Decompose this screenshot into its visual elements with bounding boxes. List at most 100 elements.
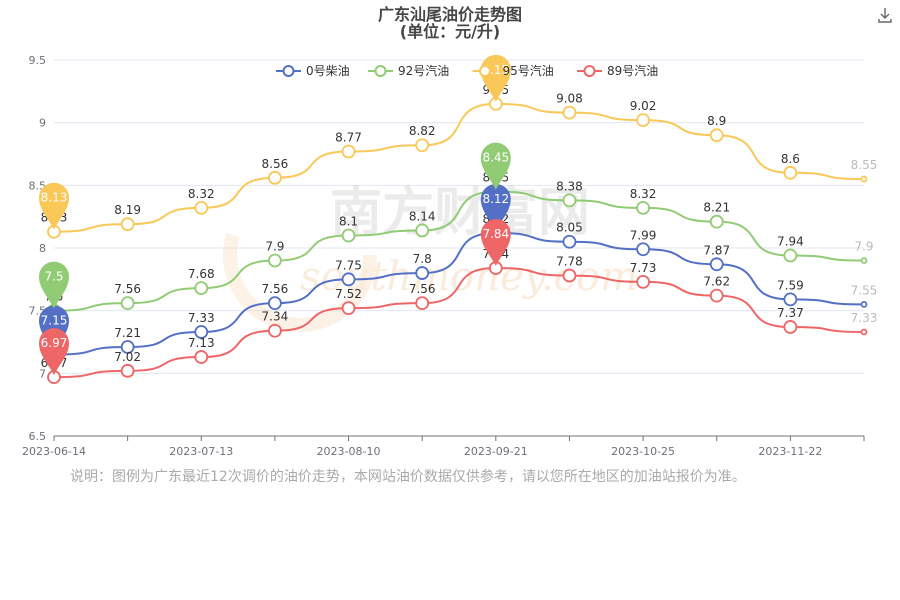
legend-item[interactable]: 0号柴油 [276,64,350,78]
pins-layer: 8.127.158.457.59.158.137.846.97 [39,54,511,376]
data-label: 7.33 [188,311,215,325]
watermark: 南方财富网 southmoney.com [223,178,638,332]
pin-label: 7.84 [482,227,509,241]
legend-item[interactable]: 95号汽油 [472,63,554,78]
pin-label: 8.12 [482,192,509,206]
watermark-en: southmoney.com [300,254,638,300]
data-label: 7.94 [777,235,804,249]
data-point [194,350,209,364]
pin-shape [480,183,511,231]
data-label: 8.77 [335,130,362,144]
x-tick-label: 2023-08-10 [317,445,381,458]
data-label: 8.1 [339,214,358,228]
data-point [341,228,356,243]
x-tick-label: 2023-07-13 [169,445,233,458]
x-tick-label: 2023-10-25 [611,445,675,458]
data-point [268,253,282,268]
data-point [415,266,430,280]
y-tick-label: 6.5 [29,430,47,443]
data-label: 7.55 [851,283,878,297]
data-point [709,288,724,303]
data-label: 7.73 [630,261,657,275]
marker-pin: 7.5 [39,261,69,309]
data-point [636,274,650,289]
marker-pin: 8.12 [480,183,511,231]
data-point [415,223,430,238]
x-tick-label: 2023-09-21 [464,445,528,458]
marker-pin: 6.97 [39,328,69,376]
chart-note: 说明：图例为广东最近12次调价的油价走势，本网站油价数据仅供参考，请以您所在地区… [70,469,746,485]
data-point [783,292,798,307]
data-label: 7.02 [114,350,141,364]
data-label: 8.32 [188,187,215,201]
data-point [120,363,135,378]
legend-label: 89号汽油 [607,63,658,78]
data-point [709,214,724,229]
legend-marker [583,65,596,77]
data-label: 7.75 [335,258,362,272]
data-point [194,281,209,296]
series-line [53,190,865,312]
data-label: 7.8 [413,252,432,266]
legend-item[interactable]: 89号汽油 [577,63,658,78]
legend-label: 95号汽油 [503,63,554,78]
data-label: 7.37 [777,306,804,320]
data-label: 7.9 [854,240,873,254]
legend-marker [282,65,295,77]
data-point [709,257,724,272]
data-point [783,165,798,180]
data-label: 9.08 [556,92,583,106]
chart-subtitle: (单位：元/升) [400,22,500,41]
data-point [120,340,135,354]
axes: 6.5 7 7.5 8 8.5 9 9.5 2023-06-14 2023-07-13 2023-… [22,54,865,458]
data-label: 9.02 [630,99,657,113]
series-line [53,102,865,233]
data-label: 7.52 [335,287,362,301]
data-label: 8.21 [703,201,730,215]
data-point [268,323,282,338]
pin-label: 8.13 [41,191,68,205]
download-icon[interactable] [876,6,894,24]
data-label: 8.55 [851,158,878,172]
data-label: 7.56 [409,282,436,296]
y-tick-label: 7 [39,367,46,380]
data-label: 7.56 [262,282,289,296]
data-point [860,175,868,183]
data-label: 7.33 [851,311,878,325]
y-tick-label: 9.5 [29,54,47,67]
legend-marker [479,65,491,77]
data-point [783,320,798,334]
data-label: 8.19 [114,203,141,217]
data-point [415,296,430,311]
series-line [53,231,865,356]
data-point [860,257,868,264]
legend[interactable]: 0号柴油 92号汽油 95号汽油 89号汽油 [276,63,658,78]
data-point [341,301,356,316]
data-point [860,300,868,308]
data-point [268,296,282,311]
pin-shape [480,142,511,190]
y-tick-label: 8.5 [29,179,47,192]
data-point [709,128,724,143]
data-label: 8.05 [556,221,583,235]
data-label: 7.78 [556,255,583,269]
data-label: 8.9 [707,114,726,128]
data-label: 7.13 [188,336,215,350]
data-label: 7.99 [630,228,657,242]
data-point [120,217,135,232]
data-label: 7.59 [777,278,804,292]
data-label: 7.62 [703,275,730,289]
pin-shape [480,219,511,267]
data-label: 8.14 [409,209,436,223]
pin-label: 6.97 [41,336,68,350]
data-label: 7.34 [262,310,289,324]
legend-item[interactable]: 92号汽油 [368,63,449,78]
data-label: 8.38 [556,179,583,193]
legend-label: 0号柴油 [306,64,350,78]
data-label: 8.32 [630,187,657,201]
data-label: 8.82 [409,124,436,138]
data-point [562,193,577,208]
data-point [415,138,430,153]
y-tick-label: 9 [39,117,46,130]
